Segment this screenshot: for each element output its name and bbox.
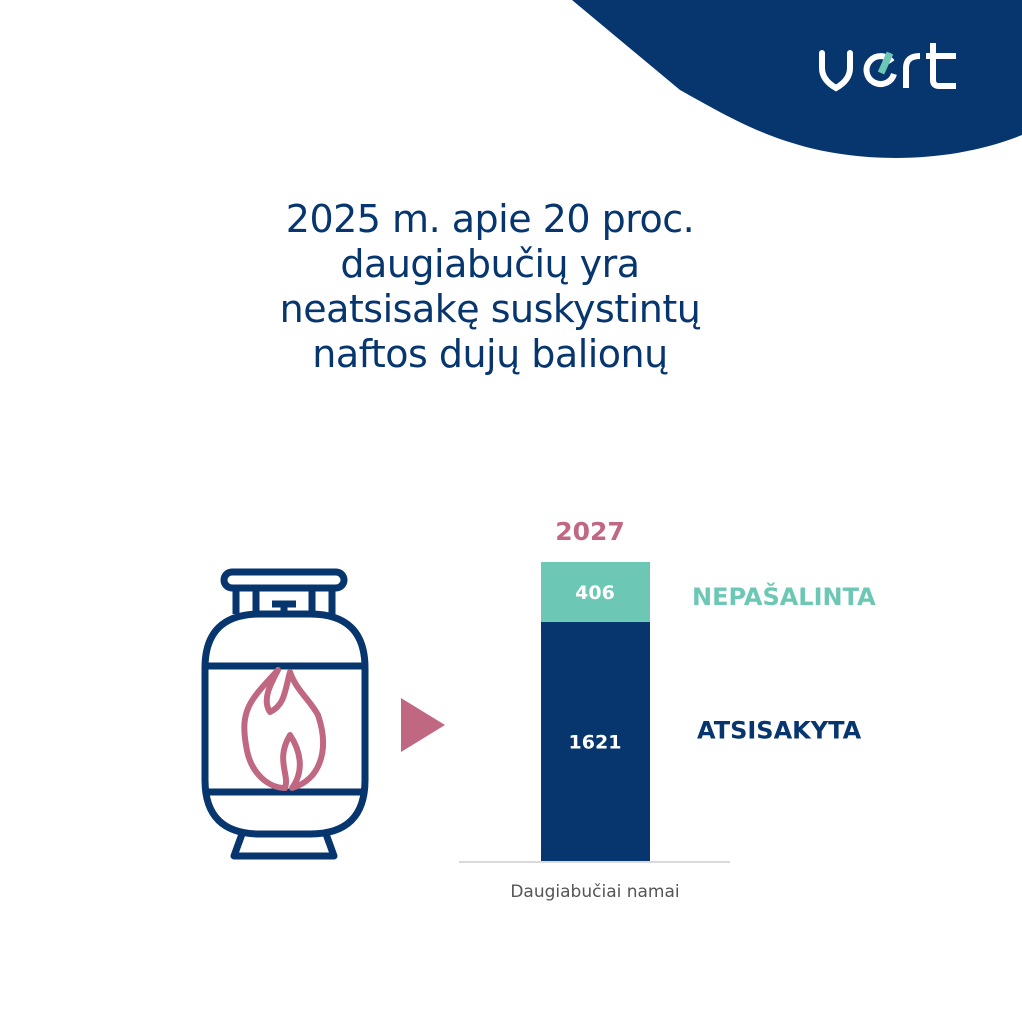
legend-atsisakyta: ATSISAKYTA xyxy=(697,716,862,744)
data-label-nepasalinta: 406 xyxy=(575,582,615,604)
vert-logo xyxy=(818,40,963,100)
headline: 2025 m. apie 20 proc. daugiabučių yra ne… xyxy=(200,197,780,377)
total-label: 2027 xyxy=(555,517,625,546)
flame-icon xyxy=(241,667,326,791)
triangle-right-icon xyxy=(401,698,445,752)
headline-line: neatsisakę suskystintų xyxy=(279,287,701,331)
legend-nepasalinta: NEPAŠALINTA xyxy=(692,581,876,611)
headline-line: daugiabučių yra xyxy=(340,242,640,286)
data-label-atsisakyta: 1621 xyxy=(569,731,622,753)
headline-line: naftos dujų balionų xyxy=(312,332,668,376)
headline-line: 2025 m. apie 20 proc. xyxy=(285,197,695,241)
x-category-label: Daugiabučiai namai xyxy=(510,882,679,902)
gas-cylinder-flame-icon xyxy=(201,568,369,860)
header-wave xyxy=(572,0,1022,158)
bar-nepasalinta xyxy=(541,562,650,622)
bar-atsisakyta xyxy=(541,621,650,861)
